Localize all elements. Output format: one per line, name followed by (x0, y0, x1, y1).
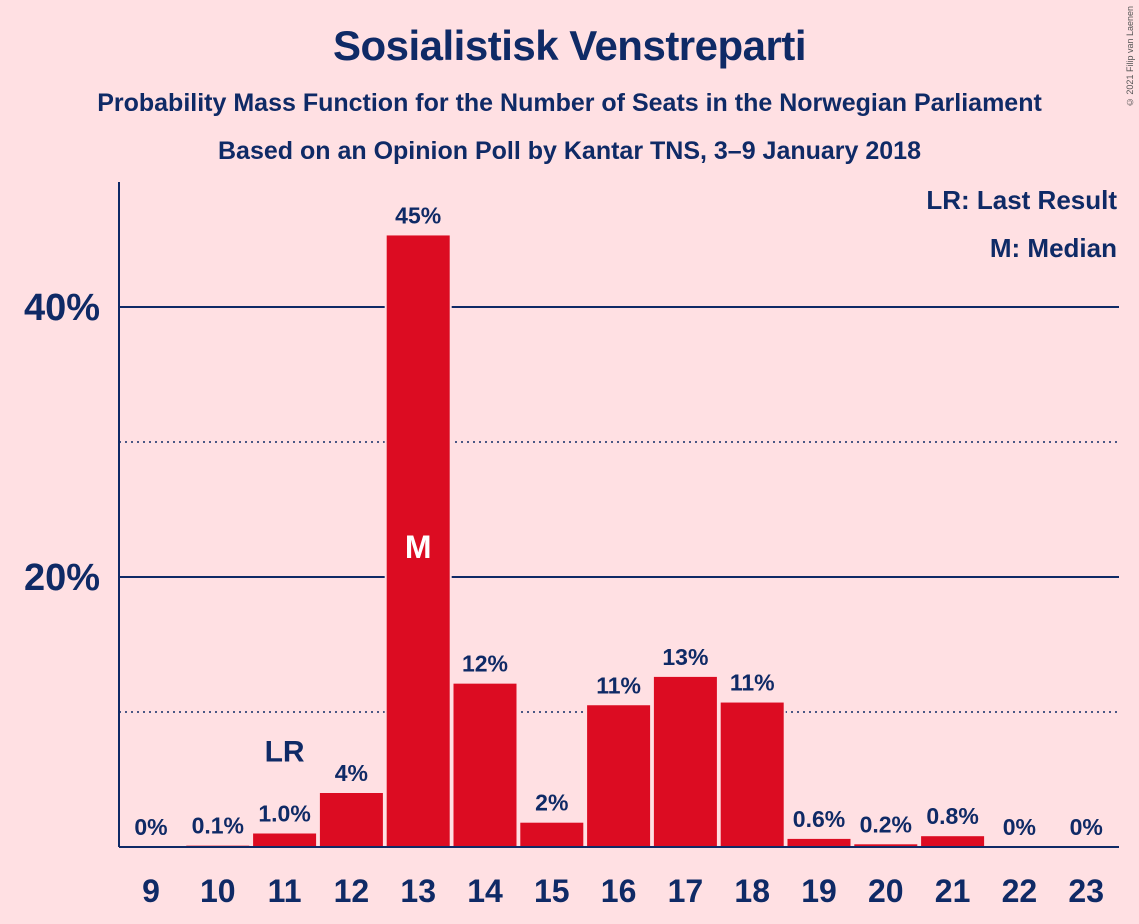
x-tick-label: 12 (334, 873, 370, 909)
chart-title: Sosialistisk Venstreparti (332, 22, 807, 69)
legend-median: M: Median (990, 233, 1117, 263)
x-tick-label: 23 (1068, 873, 1104, 909)
value-label: 0.1% (192, 813, 244, 839)
value-label: 0% (1003, 814, 1036, 840)
value-label: 11% (730, 670, 775, 696)
chart-source: Based on an Opinion Poll by Kantar TNS, … (218, 137, 921, 165)
grid-lines (119, 306, 1119, 713)
bar (319, 793, 383, 847)
median-marker: M (405, 529, 432, 565)
y-tick-label: 20% (24, 557, 100, 599)
bar (921, 836, 985, 847)
x-tick-label: 9 (142, 873, 160, 909)
x-tick-label: 16 (601, 873, 637, 909)
x-tick-label: 17 (668, 873, 704, 909)
bar (453, 683, 517, 847)
bar (520, 822, 584, 847)
x-tick-label: 14 (467, 873, 503, 909)
legend-last-result: LR: Last Result (926, 185, 1117, 215)
x-tick-label: 21 (935, 873, 971, 909)
x-tick-label: 22 (1002, 873, 1038, 909)
y-tick-label: 40% (24, 287, 100, 329)
x-tick-label: 13 (400, 873, 436, 909)
bar (854, 844, 918, 847)
x-tick-label: 20 (868, 873, 904, 909)
value-label: 12% (462, 651, 508, 677)
bar (787, 838, 851, 847)
value-label: 0.8% (926, 803, 978, 829)
bar (386, 235, 450, 847)
bar (253, 833, 317, 847)
bars (184, 233, 987, 847)
value-label: 1.0% (258, 801, 310, 827)
value-labels: 0% 0.1% 1.0% LR 4% 45% M 12% 2% 11% 13% 11% 0.6% 0.2%… (134, 202, 1102, 840)
value-label: 0% (134, 814, 167, 840)
value-label: 0.6% (793, 806, 845, 832)
value-label: 11% (596, 672, 641, 698)
value-label: 4% (335, 760, 368, 786)
axes: 20% 40% 9 10 11 12 13 14 15 16 17 18 19 20 21 22 23 (24, 182, 1119, 909)
bar-gap (184, 843, 252, 847)
x-tick-label: 19 (801, 873, 837, 909)
chart-subtitle: Probability Mass Function for the Number… (97, 89, 1042, 117)
legend: LR: Last Result M: Median (926, 185, 1117, 263)
x-tick-label: 10 (200, 873, 236, 909)
x-tick-label: 18 (734, 873, 770, 909)
value-label: 13% (662, 644, 708, 670)
bar (587, 705, 651, 847)
last-result-marker: LR (265, 736, 305, 769)
bar (653, 676, 717, 847)
value-label: 45% (395, 202, 441, 228)
x-tick-label: 15 (534, 873, 570, 909)
bar (720, 702, 784, 847)
value-label: 0% (1070, 814, 1103, 840)
value-label: 0.2% (860, 811, 912, 837)
x-tick-label: 11 (268, 873, 302, 909)
value-label: 2% (535, 790, 568, 816)
